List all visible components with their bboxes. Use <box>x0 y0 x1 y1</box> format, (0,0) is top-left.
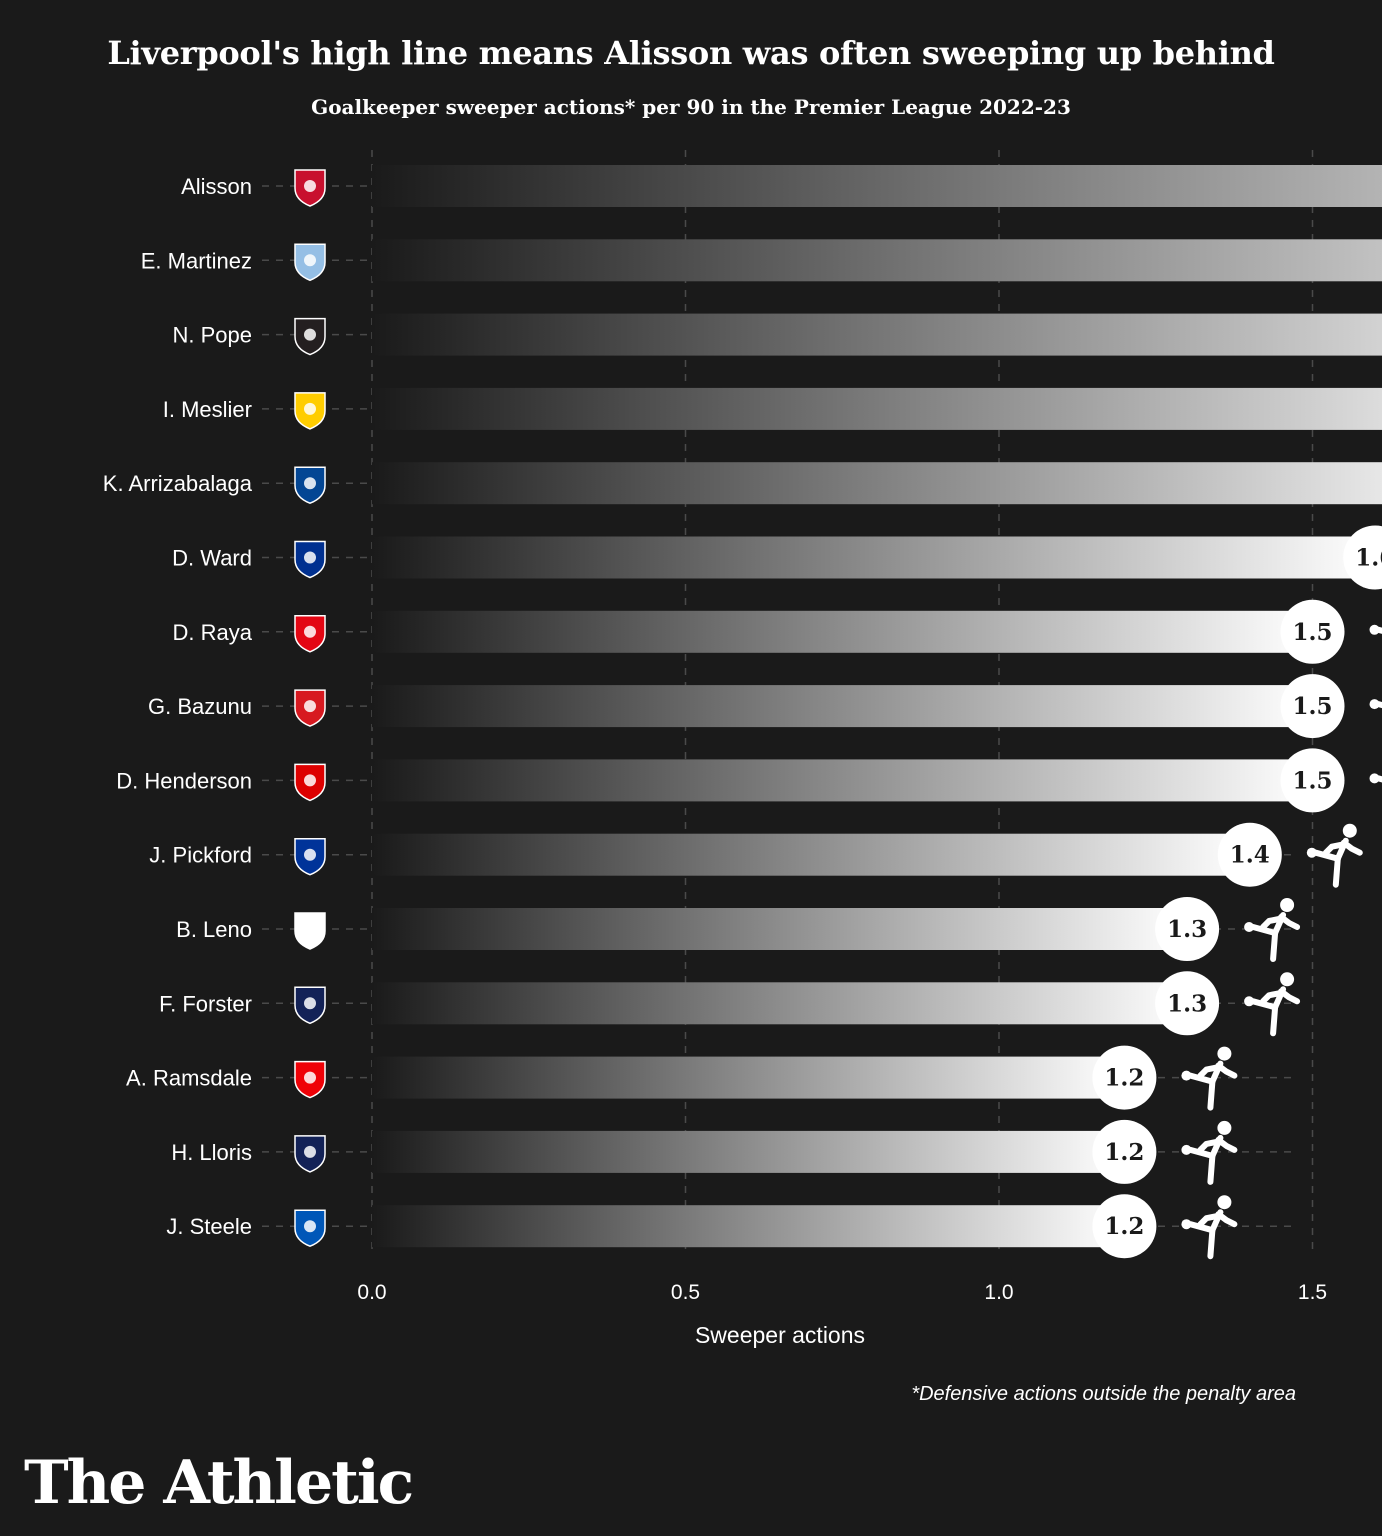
player-name-label: I. Meslier <box>163 397 252 422</box>
kicking-keeper-icon <box>1244 898 1301 962</box>
club-crest-icon <box>294 986 326 1025</box>
footnote: *Defensive actions outside the penalty a… <box>911 1383 1296 1405</box>
bar <box>372 462 1382 505</box>
x-tick-label: 0.0 <box>357 1281 386 1304</box>
value-circle <box>1280 748 1345 813</box>
value-circle <box>1155 971 1220 1036</box>
kicking-keeper-icon <box>1181 1120 1238 1185</box>
club-crest-icon <box>294 317 326 356</box>
player-name-label: N. Pope <box>173 323 253 348</box>
kicking-keeper-icon <box>1181 1046 1238 1111</box>
bar <box>372 610 1313 653</box>
value-circle <box>1280 674 1345 739</box>
kicking-keeper-icon <box>1369 699 1382 710</box>
player-name-label: F. Forster <box>159 991 252 1016</box>
the-athletic-logo: The Athletic <box>24 1448 414 1518</box>
player-name-label: B. Leno <box>176 917 252 942</box>
club-crest-icon <box>294 837 326 876</box>
club-crest-icon <box>294 466 326 505</box>
club-crest-icon <box>294 689 326 727</box>
player-name-label: J. Pickford <box>149 843 252 868</box>
chart-title: Liverpool's high line means Alisson was … <box>107 34 1275 72</box>
club-crest-icon <box>294 1135 326 1173</box>
data-label: 1.4 <box>1230 842 1270 869</box>
bar <box>372 908 1188 950</box>
kicking-keeper-icon <box>1369 773 1382 784</box>
player-name-label: G. Bazunu <box>148 694 252 719</box>
value-circle <box>1155 897 1220 961</box>
bar <box>372 982 1188 1025</box>
bars: Alisson2.4E. Martinez2.2N. Pope2I. Mesli… <box>103 165 1382 1260</box>
value-circle <box>1343 525 1382 590</box>
x-tick-label: 0.5 <box>671 1281 700 1304</box>
bar <box>372 1130 1125 1173</box>
bar <box>372 239 1382 282</box>
chart-subtitle: Goalkeeper sweeper actions* per 90 in th… <box>311 95 1071 119</box>
kicking-keeper-icon <box>1306 823 1363 888</box>
data-label: 1.3 <box>1167 916 1207 943</box>
data-label: 1.2 <box>1104 1139 1144 1166</box>
player-name-label: E. Martinez <box>141 248 252 273</box>
value-circle <box>1092 1045 1157 1110</box>
player-name-label: D. Raya <box>173 620 253 645</box>
bar <box>372 685 1313 728</box>
club-crest-icon <box>294 243 326 282</box>
data-label: 1.6 <box>1355 545 1382 572</box>
player-name-label: D. Ward <box>172 546 252 571</box>
player-name-label: Alisson <box>181 174 252 199</box>
bar <box>372 759 1313 802</box>
player-name-label: K. Arrizabalaga <box>103 471 253 496</box>
club-crest-icon <box>294 169 326 207</box>
data-label: 1.2 <box>1104 1213 1144 1240</box>
x-tick-label: 1.5 <box>1298 1281 1327 1304</box>
value-circle <box>1092 1119 1157 1184</box>
club-crest-icon <box>294 1209 326 1248</box>
value-circle <box>1217 822 1282 887</box>
club-crest-icon <box>294 540 326 579</box>
x-axis-title: Sweeper actions <box>695 1322 865 1348</box>
data-label: 1.2 <box>1104 1065 1144 1092</box>
bar <box>372 536 1376 579</box>
club-crest-icon <box>294 912 326 950</box>
bar <box>372 833 1250 876</box>
bar <box>372 165 1382 207</box>
kicking-keeper-icon <box>1181 1195 1238 1260</box>
bar <box>372 387 1382 430</box>
data-label: 1.5 <box>1292 767 1332 794</box>
x-tick-label: 1.0 <box>984 1281 1013 1304</box>
kicking-keeper-icon <box>1244 972 1301 1037</box>
bar <box>372 1205 1125 1248</box>
data-label: 1.5 <box>1292 693 1332 720</box>
club-crest-icon <box>294 615 326 653</box>
club-crest-icon <box>294 763 326 802</box>
value-circle <box>1092 1194 1157 1259</box>
bar <box>372 1056 1125 1099</box>
player-name-label: J. Steele <box>166 1214 252 1239</box>
data-label: 1.3 <box>1167 990 1207 1017</box>
club-crest-icon <box>294 1060 326 1099</box>
player-name-label: H. Lloris <box>171 1140 252 1165</box>
value-circle <box>1280 599 1345 664</box>
player-name-label: D. Henderson <box>116 768 252 793</box>
bar <box>372 313 1382 356</box>
club-crest-icon <box>294 392 326 430</box>
kicking-keeper-icon <box>1369 624 1382 635</box>
data-label: 1.5 <box>1292 619 1332 646</box>
player-name-label: A. Ramsdale <box>126 1066 252 1091</box>
